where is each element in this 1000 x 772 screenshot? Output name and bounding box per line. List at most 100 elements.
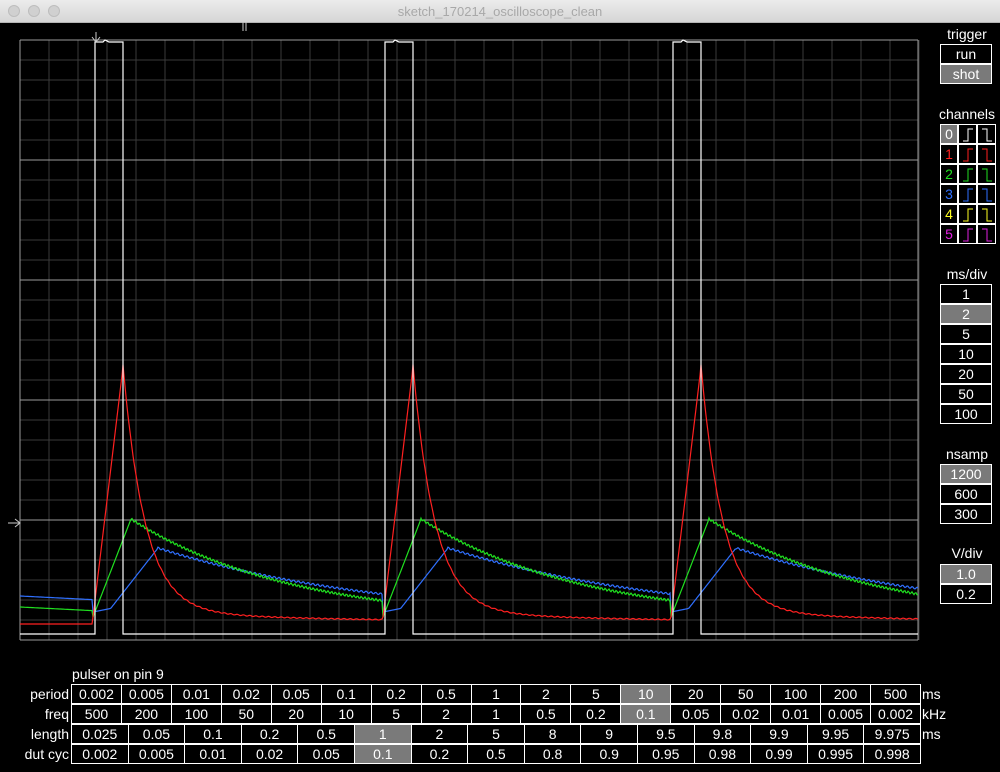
pulser-length-option[interactable]: 1 <box>354 724 412 744</box>
channel-0-falling-edge-button[interactable] <box>977 124 996 144</box>
pulser-dut-cyc-option[interactable]: 0.1 <box>354 744 412 764</box>
pulser-period-option[interactable]: 0.005 <box>120 684 172 704</box>
pulser-period-option[interactable]: 0.5 <box>420 684 472 704</box>
pulser-length-option[interactable]: 0.2 <box>240 724 299 744</box>
pulser-length-option[interactable]: 8 <box>523 724 582 744</box>
pulser-dut-cyc-option[interactable]: 0.995 <box>806 744 865 764</box>
msdiv-option-10[interactable]: 10 <box>940 344 992 364</box>
pulser-length-option[interactable]: 5 <box>467 724 525 744</box>
zoom-window-button[interactable] <box>48 5 60 17</box>
pulser-length-option[interactable]: 9 <box>580 724 638 744</box>
pulser-freq-option[interactable]: 50 <box>220 704 272 724</box>
pulser-dut-cyc-option[interactable]: 0.02 <box>240 744 299 764</box>
channel-4-falling-edge-button[interactable] <box>977 204 996 224</box>
pulser-freq-option[interactable]: 0.2 <box>570 704 622 724</box>
pulser-length-option[interactable]: 0.5 <box>297 724 355 744</box>
oscilloscope-display[interactable] <box>0 22 1000 662</box>
channel-0-toggle[interactable]: 0 <box>940 124 958 144</box>
pulser-period-option[interactable]: 0.05 <box>270 684 322 704</box>
pulser-freq-option[interactable]: 20 <box>270 704 322 724</box>
pulser-freq-option[interactable]: 0.01 <box>770 704 822 724</box>
pulser-period-option[interactable]: 10 <box>620 684 672 704</box>
pulser-dut-cyc-option[interactable]: 0.005 <box>127 744 186 764</box>
pulser-period-option[interactable]: 0.02 <box>220 684 272 704</box>
pulser-period-option[interactable]: 5 <box>570 684 622 704</box>
pulser-dut-cyc-option[interactable]: 0.98 <box>693 744 752 764</box>
pulser-freq-option[interactable]: 0.005 <box>820 704 872 724</box>
channel-3-toggle[interactable]: 3 <box>940 184 958 204</box>
pulser-freq-option[interactable]: 500 <box>71 704 122 724</box>
pulser-dut-cyc-option[interactable]: 0.05 <box>297 744 355 764</box>
pulser-length-option[interactable]: 9.9 <box>750 724 808 744</box>
pulser-dut-cyc-option[interactable]: 0.2 <box>410 744 469 764</box>
pulser-period-option[interactable]: 0.01 <box>170 684 222 704</box>
pulser-length-option[interactable]: 9.5 <box>637 724 695 744</box>
pulser-dut-cyc-option[interactable]: 0.5 <box>467 744 525 764</box>
msdiv-option-5[interactable]: 5 <box>940 324 992 344</box>
pulser-period-option[interactable]: 0.1 <box>320 684 372 704</box>
pulser-period-option[interactable]: 50 <box>720 684 772 704</box>
pulser-period-option[interactable]: 500 <box>870 684 921 704</box>
vdiv-option-1.0[interactable]: 1.0 <box>940 564 992 584</box>
pulser-length-option[interactable]: 9.975 <box>863 724 921 744</box>
channel-2-falling-edge-button[interactable] <box>977 164 996 184</box>
channel-5-rising-edge-button[interactable] <box>958 224 977 244</box>
msdiv-option-100[interactable]: 100 <box>940 404 992 424</box>
pulser-freq-option[interactable]: 0.05 <box>670 704 722 724</box>
pulser-freq-option[interactable]: 10 <box>320 704 372 724</box>
channel-3-rising-edge-button[interactable] <box>958 184 977 204</box>
pulser-freq-option[interactable]: 2 <box>420 704 472 724</box>
pulser-freq-option[interactable]: 0.5 <box>520 704 572 724</box>
pulser-period-option[interactable]: 200 <box>820 684 872 704</box>
channel-5-toggle[interactable]: 5 <box>940 224 958 244</box>
pulser-dut-cyc-option[interactable]: 0.95 <box>637 744 695 764</box>
pulser-period-option[interactable]: 1 <box>470 684 522 704</box>
pulser-dut-cyc-option[interactable]: 0.99 <box>750 744 808 764</box>
channel-1-toggle[interactable]: 1 <box>940 144 958 164</box>
pulser-dut-cyc-option[interactable]: 0.002 <box>71 744 129 764</box>
trigger-shot-button[interactable]: shot <box>940 64 992 84</box>
pulser-freq-option[interactable]: 0.1 <box>620 704 672 724</box>
msdiv-option-1[interactable]: 1 <box>940 284 992 304</box>
pulser-length-option[interactable]: 0.05 <box>127 724 186 744</box>
pulser-freq-option[interactable]: 100 <box>170 704 222 724</box>
pulser-period-option[interactable]: 20 <box>670 684 722 704</box>
msdiv-option-50[interactable]: 50 <box>940 384 992 404</box>
pulser-freq-option[interactable]: 5 <box>370 704 422 724</box>
pulser-length-option[interactable]: 2 <box>410 724 469 744</box>
pulser-period-option[interactable]: 100 <box>770 684 822 704</box>
vdiv-option-0.2[interactable]: 0.2 <box>940 584 992 604</box>
msdiv-option-20[interactable]: 20 <box>940 364 992 384</box>
pulser-length-option[interactable]: 9.95 <box>806 724 865 744</box>
pulser-freq-option[interactable]: 0.02 <box>720 704 772 724</box>
pulser-length-option[interactable]: 0.1 <box>184 724 242 744</box>
minimize-window-button[interactable] <box>28 5 40 17</box>
trigger-run-button[interactable]: run <box>940 44 992 64</box>
close-window-button[interactable] <box>8 5 20 17</box>
msdiv-option-2[interactable]: 2 <box>940 304 992 324</box>
pulser-dut-cyc-option[interactable]: 0.8 <box>523 744 582 764</box>
pulser-period-option[interactable]: 0.2 <box>370 684 422 704</box>
pulser-dut-cyc-option[interactable]: 0.998 <box>863 744 921 764</box>
channel-2-toggle[interactable]: 2 <box>940 164 958 184</box>
channel-3-falling-edge-button[interactable] <box>977 184 996 204</box>
nsamp-option-300[interactable]: 300 <box>940 504 992 524</box>
pulser-period-option[interactable]: 2 <box>520 684 572 704</box>
channel-4-rising-edge-button[interactable] <box>958 204 977 224</box>
channel-1-falling-edge-button[interactable] <box>977 144 996 164</box>
pulser-dut-cyc-option[interactable]: 0.9 <box>580 744 638 764</box>
nsamp-option-1200[interactable]: 1200 <box>940 464 992 484</box>
pulser-length-option[interactable]: 0.025 <box>71 724 129 744</box>
channel-5-falling-edge-button[interactable] <box>977 224 996 244</box>
channel-4-toggle[interactable]: 4 <box>940 204 958 224</box>
pulser-period-option[interactable]: 0.002 <box>71 684 122 704</box>
channel-2-rising-edge-button[interactable] <box>958 164 977 184</box>
channel-0-rising-edge-button[interactable] <box>958 124 977 144</box>
nsamp-option-600[interactable]: 600 <box>940 484 992 504</box>
channel-1-rising-edge-button[interactable] <box>958 144 977 164</box>
pulser-freq-option[interactable]: 0.002 <box>870 704 921 724</box>
pulser-freq-option[interactable]: 1 <box>470 704 522 724</box>
pulser-length-option[interactable]: 9.8 <box>693 724 752 744</box>
pulser-freq-option[interactable]: 200 <box>120 704 172 724</box>
pulser-dut-cyc-option[interactable]: 0.01 <box>184 744 242 764</box>
